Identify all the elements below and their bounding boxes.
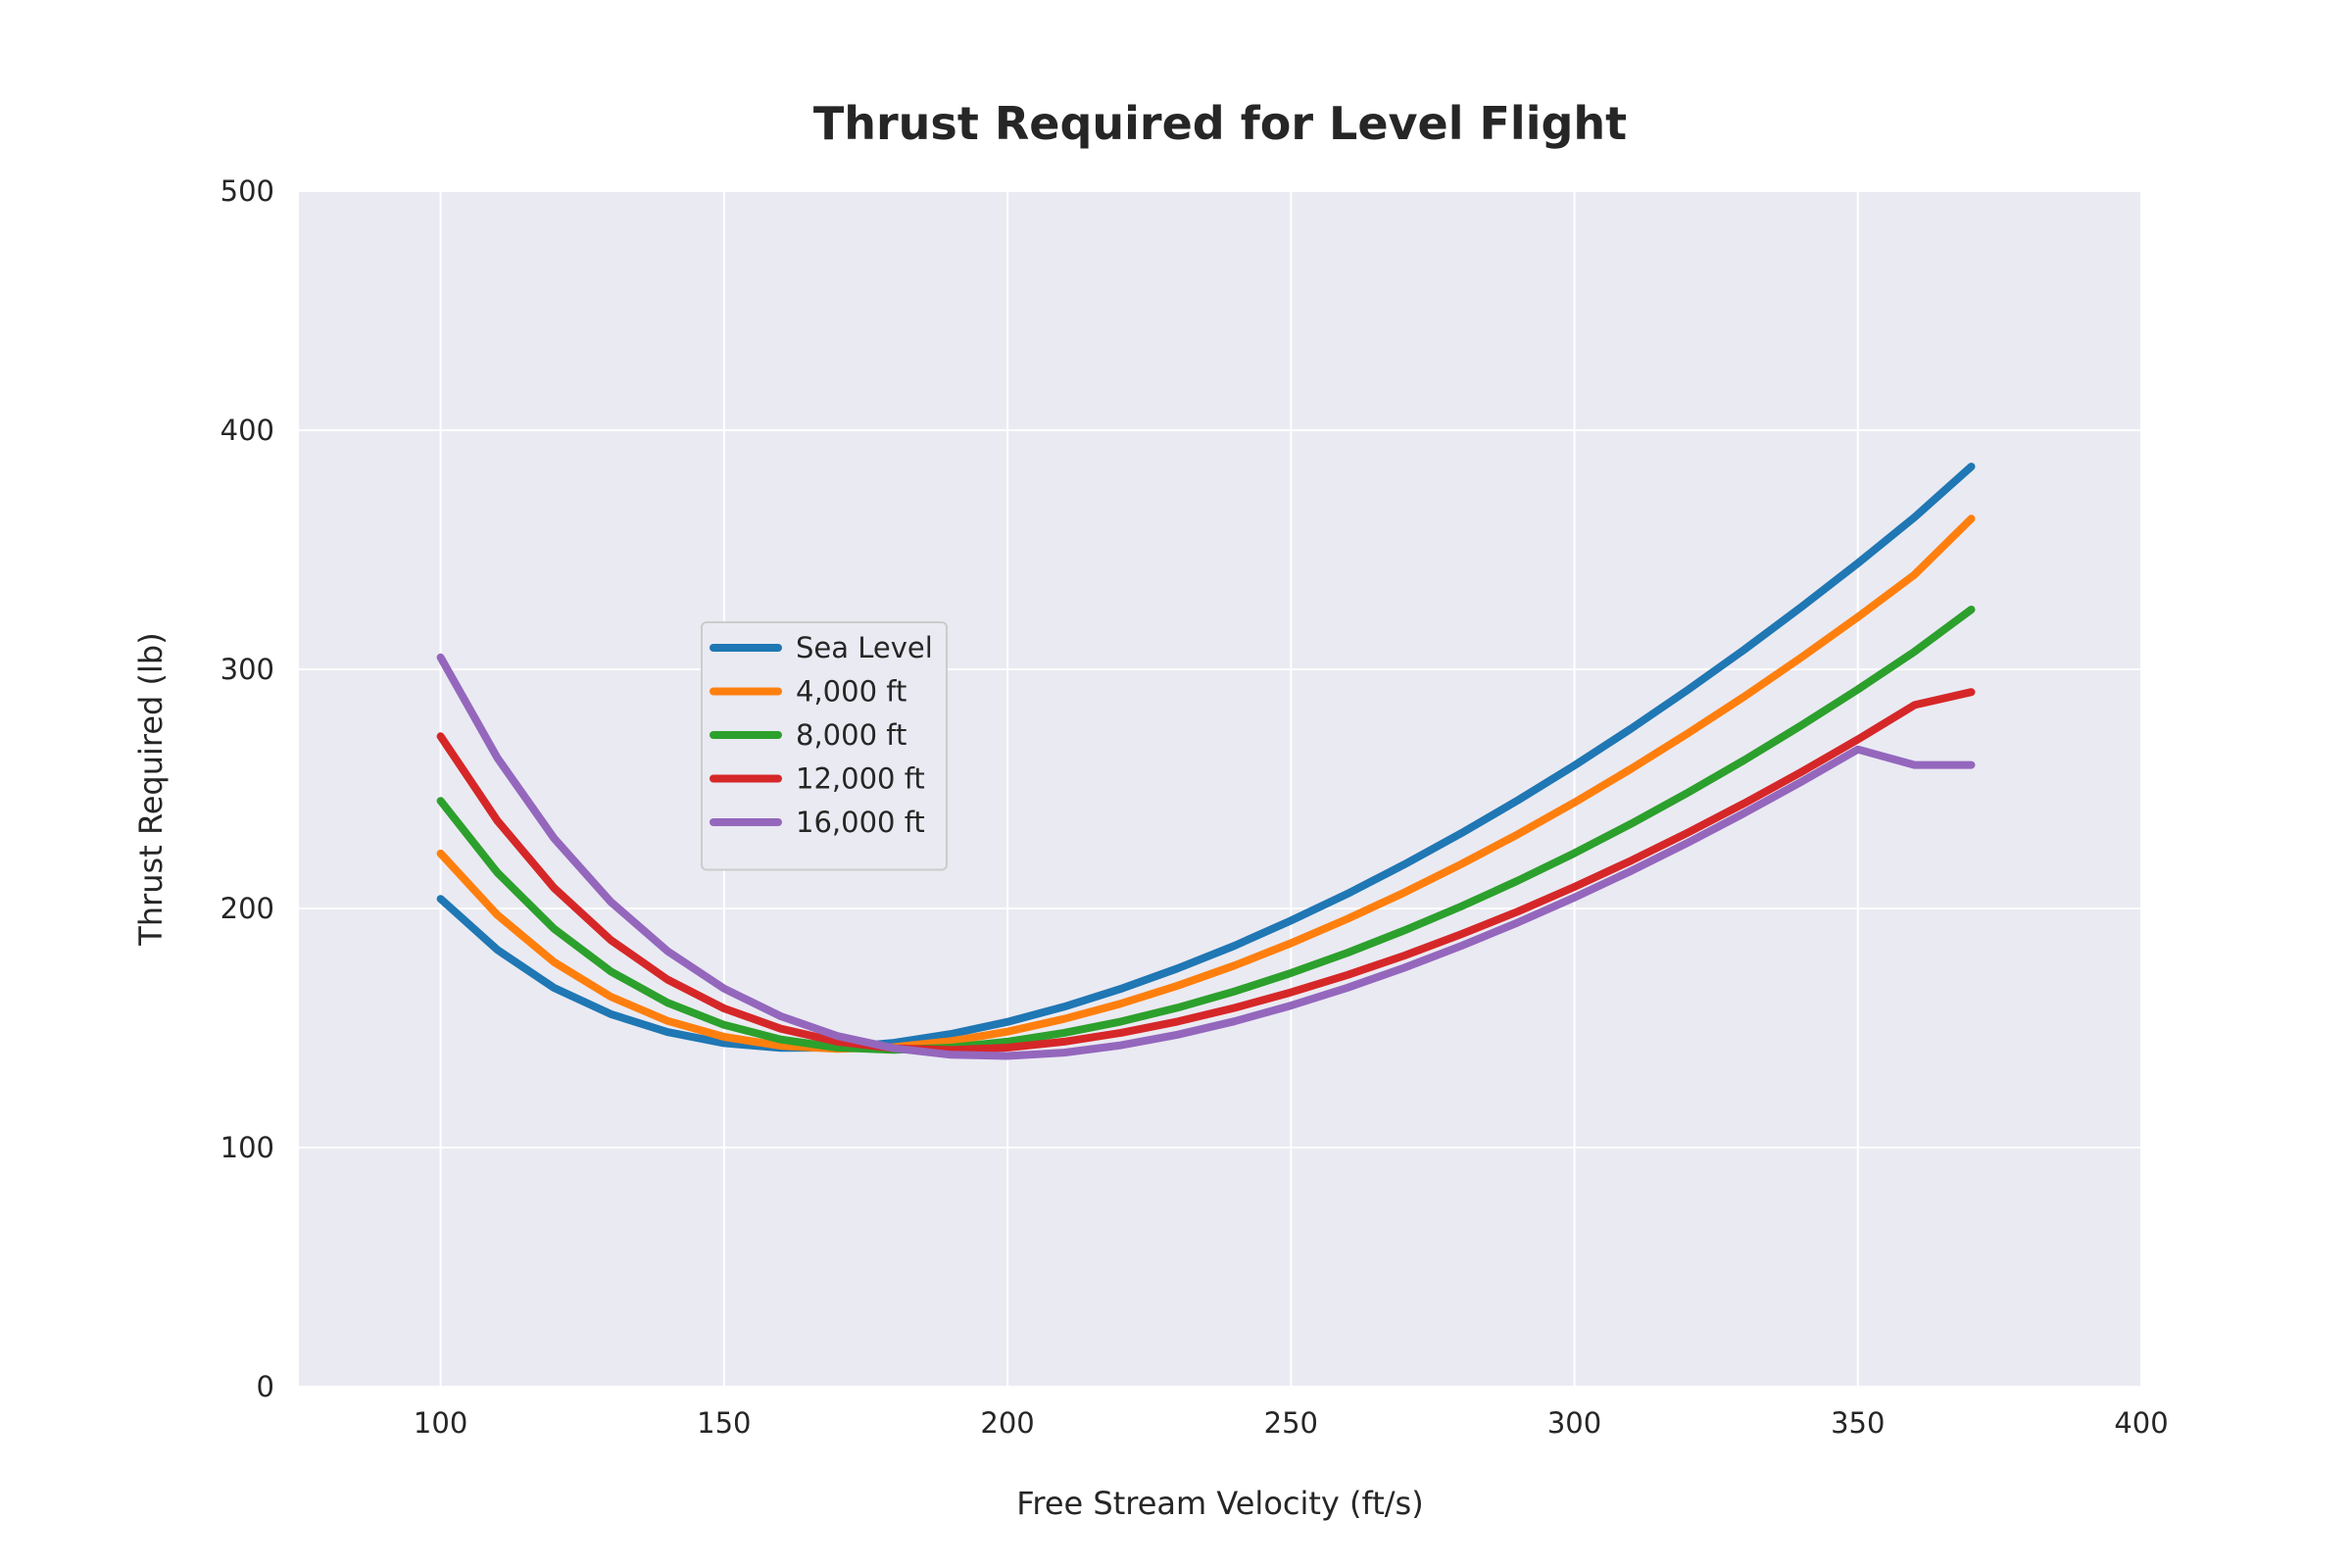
series-line [436, 653, 1976, 1060]
x-tick-label: 250 [1264, 1406, 1318, 1440]
series-line [436, 514, 1976, 1054]
x-axis-label: Free Stream Velocity (ft/s) [1016, 1485, 1423, 1522]
y-tick-label: 400 [220, 414, 274, 447]
x-tick-label: 300 [1547, 1406, 1601, 1440]
y-axis-label: Thrust Required (lb) [132, 632, 170, 946]
x-tick-label: 400 [2114, 1406, 2168, 1440]
legend-box [701, 621, 948, 871]
series-line [436, 463, 1976, 1053]
legend: Sea Level 4,000 ft 8,000 ft 12,000 ft 16,000… [701, 621, 948, 871]
legend-label: 4,000 ft [796, 675, 906, 709]
legend-label: 12,000 ft [796, 762, 925, 796]
x-tick-label: 200 [980, 1406, 1034, 1440]
x-tick-label: 100 [414, 1406, 467, 1440]
chart-title: Thrust Required for Level Flight [813, 97, 1627, 150]
y-tick-label: 200 [220, 892, 274, 925]
series-line [436, 688, 1976, 1054]
y-tick-label: 500 [220, 174, 274, 208]
x-tick-label: 150 [697, 1406, 751, 1440]
legend-label: 8,000 ft [796, 718, 906, 752]
legend-label: Sea Level [796, 631, 933, 664]
y-tick-labels: 0 100 200 300 400 500 [220, 174, 274, 1403]
legend-label: 16,000 ft [796, 806, 925, 839]
y-tick-label: 0 [257, 1370, 274, 1403]
grid-lines [299, 190, 2142, 1388]
y-tick-label: 100 [220, 1131, 274, 1164]
y-tick-label: 300 [220, 653, 274, 686]
series-line [436, 606, 1976, 1054]
x-tick-labels: 100 150 200 250 300 350 400 [414, 1406, 2169, 1440]
series-group [436, 463, 1976, 1060]
x-tick-label: 350 [1831, 1406, 1885, 1440]
plot-area [299, 191, 2141, 1387]
